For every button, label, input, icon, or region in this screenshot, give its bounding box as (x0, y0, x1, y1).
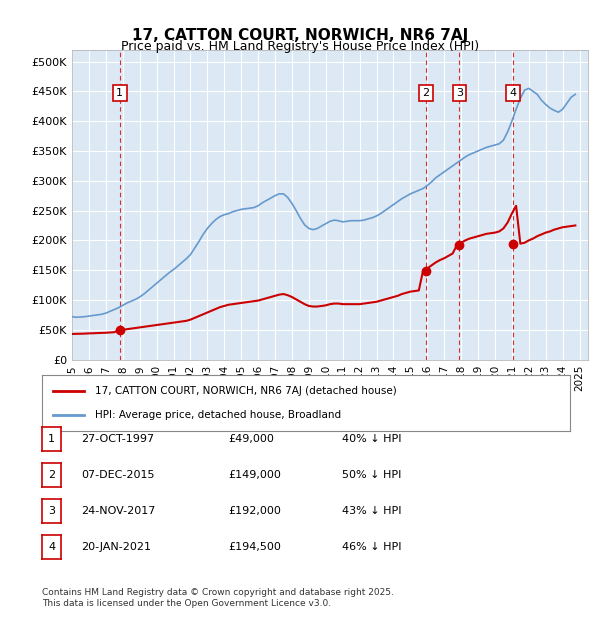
Text: £149,000: £149,000 (228, 470, 281, 480)
Text: 07-DEC-2015: 07-DEC-2015 (81, 470, 155, 480)
Text: 4: 4 (48, 542, 55, 552)
Text: 43% ↓ HPI: 43% ↓ HPI (342, 506, 401, 516)
Text: HPI: Average price, detached house, Broadland: HPI: Average price, detached house, Broa… (95, 410, 341, 420)
Text: 46% ↓ HPI: 46% ↓ HPI (342, 542, 401, 552)
Text: 4: 4 (509, 88, 516, 98)
Text: 17, CATTON COURT, NORWICH, NR6 7AJ (detached house): 17, CATTON COURT, NORWICH, NR6 7AJ (deta… (95, 386, 397, 396)
Text: 50% ↓ HPI: 50% ↓ HPI (342, 470, 401, 480)
Text: Contains HM Land Registry data © Crown copyright and database right 2025.
This d: Contains HM Land Registry data © Crown c… (42, 588, 394, 608)
Text: 27-OCT-1997: 27-OCT-1997 (81, 434, 154, 444)
Text: Price paid vs. HM Land Registry's House Price Index (HPI): Price paid vs. HM Land Registry's House … (121, 40, 479, 53)
Text: 3: 3 (48, 506, 55, 516)
Text: 24-NOV-2017: 24-NOV-2017 (81, 506, 155, 516)
Text: 40% ↓ HPI: 40% ↓ HPI (342, 434, 401, 444)
Text: 2: 2 (48, 470, 55, 480)
Text: 3: 3 (456, 88, 463, 98)
Text: £49,000: £49,000 (228, 434, 274, 444)
Text: 2: 2 (422, 88, 430, 98)
Text: 1: 1 (48, 434, 55, 444)
Text: 17, CATTON COURT, NORWICH, NR6 7AJ: 17, CATTON COURT, NORWICH, NR6 7AJ (132, 28, 468, 43)
Text: 20-JAN-2021: 20-JAN-2021 (81, 542, 151, 552)
Text: £192,000: £192,000 (228, 506, 281, 516)
Text: £194,500: £194,500 (228, 542, 281, 552)
Text: 1: 1 (116, 88, 123, 98)
